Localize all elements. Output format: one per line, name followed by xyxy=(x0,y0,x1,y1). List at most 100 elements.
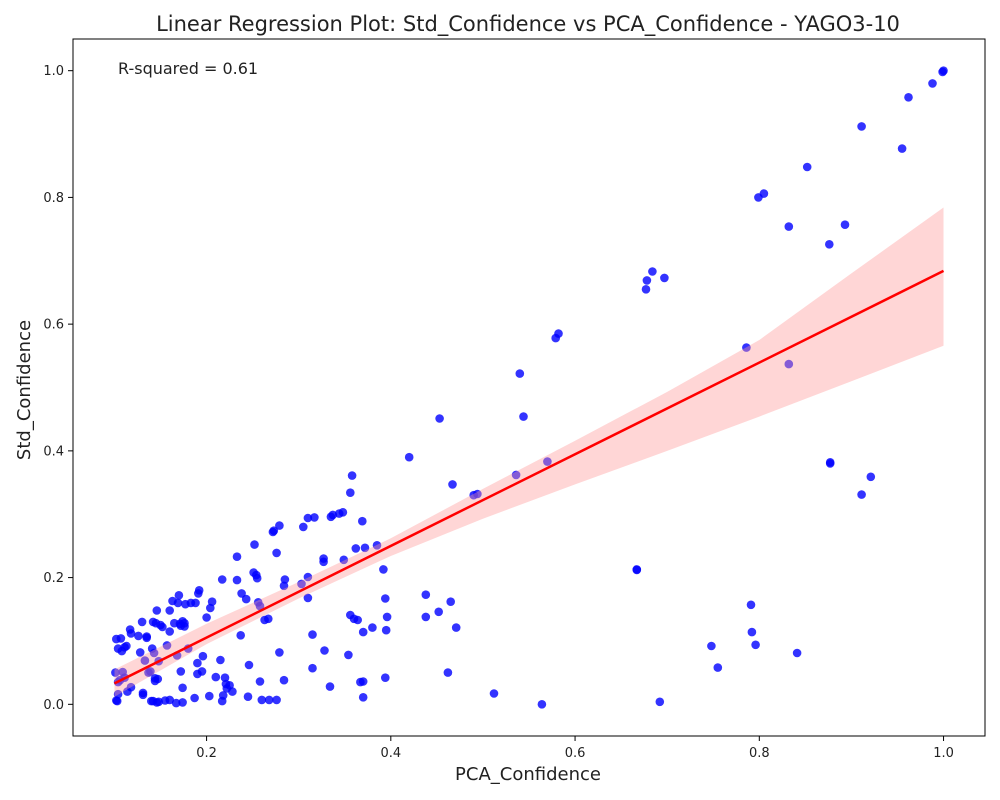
data-point xyxy=(928,79,937,88)
data-point xyxy=(784,222,794,231)
data-point xyxy=(746,600,756,610)
chart-title: Linear Regression Plot: Std_Confidence v… xyxy=(156,12,900,37)
data-point xyxy=(158,622,167,632)
data-point xyxy=(220,673,230,682)
data-point xyxy=(515,369,525,378)
data-point xyxy=(372,541,382,550)
data-point xyxy=(857,490,866,499)
data-point xyxy=(112,696,122,706)
data-point xyxy=(180,618,189,628)
data-point xyxy=(325,682,335,691)
data-point xyxy=(243,692,253,701)
data-point xyxy=(140,656,150,665)
data-point xyxy=(784,359,794,369)
data-point xyxy=(404,452,414,462)
data-point xyxy=(211,672,221,682)
data-point xyxy=(897,144,907,153)
y-tick-label: 0.2 xyxy=(43,571,64,586)
data-point xyxy=(537,700,547,709)
data-point xyxy=(866,472,876,482)
data-point xyxy=(381,594,390,603)
data-point xyxy=(443,668,453,677)
data-point xyxy=(116,634,126,643)
data-point xyxy=(632,565,642,575)
data-point xyxy=(275,521,284,530)
data-point xyxy=(232,552,242,561)
data-point xyxy=(346,610,355,620)
data-point xyxy=(382,612,392,622)
data-point xyxy=(255,601,265,611)
data-point xyxy=(165,627,174,636)
data-point xyxy=(792,648,802,658)
data-point xyxy=(648,267,657,276)
data-point xyxy=(347,471,357,480)
data-point xyxy=(379,565,388,574)
data-point xyxy=(137,617,147,627)
data-point xyxy=(170,618,179,628)
data-point xyxy=(165,606,174,615)
y-tick-label: 0.4 xyxy=(43,444,64,459)
data-point xyxy=(165,695,174,705)
data-point xyxy=(421,612,431,622)
data-point xyxy=(171,698,181,708)
data-point xyxy=(232,575,242,585)
data-point xyxy=(111,668,120,677)
data-point xyxy=(519,412,528,421)
data-point xyxy=(148,617,158,627)
data-point xyxy=(264,695,274,705)
data-point xyxy=(489,689,499,698)
data-point xyxy=(272,695,281,705)
data-point xyxy=(250,540,259,549)
data-point xyxy=(904,93,913,102)
data-point xyxy=(421,590,431,599)
data-point xyxy=(280,575,290,584)
data-point xyxy=(802,162,812,172)
data-point xyxy=(120,643,129,652)
data-point xyxy=(205,691,214,701)
data-point xyxy=(134,631,143,641)
data-point xyxy=(346,488,355,498)
data-point xyxy=(138,688,148,698)
y-tick-label: 0.0 xyxy=(43,698,64,713)
data-point xyxy=(194,589,203,598)
data-point xyxy=(206,603,215,613)
data-point xyxy=(751,640,760,650)
data-point xyxy=(358,677,368,686)
data-point xyxy=(241,594,251,604)
data-point xyxy=(297,579,306,589)
data-point xyxy=(641,285,651,294)
data-point xyxy=(825,459,835,468)
data-point xyxy=(135,648,145,657)
data-point xyxy=(308,663,317,673)
data-point xyxy=(299,522,308,532)
data-point xyxy=(176,667,186,676)
data-point xyxy=(754,193,763,202)
confidence-band xyxy=(114,207,944,697)
data-point xyxy=(360,543,370,553)
data-point xyxy=(228,687,237,696)
data-point xyxy=(191,598,200,608)
data-point xyxy=(154,697,163,707)
data-point xyxy=(938,67,947,77)
data-point xyxy=(469,490,479,500)
data-point xyxy=(174,591,184,600)
data-point xyxy=(339,555,349,565)
data-point xyxy=(244,660,254,670)
data-point xyxy=(655,697,665,707)
data-point xyxy=(320,646,329,655)
x-tick-label: 0.6 xyxy=(565,746,586,761)
data-point xyxy=(272,548,281,558)
x-axis-label: PCA_Confidence xyxy=(455,764,601,785)
data-point xyxy=(113,689,123,699)
data-point xyxy=(202,613,211,622)
data-point xyxy=(198,651,208,661)
data-point xyxy=(381,673,390,682)
data-point xyxy=(303,513,313,523)
x-tick-label: 0.2 xyxy=(196,746,217,761)
data-point xyxy=(308,630,317,639)
data-point xyxy=(368,623,377,632)
data-point xyxy=(713,663,723,672)
data-point xyxy=(279,581,289,591)
data-point xyxy=(126,629,136,638)
